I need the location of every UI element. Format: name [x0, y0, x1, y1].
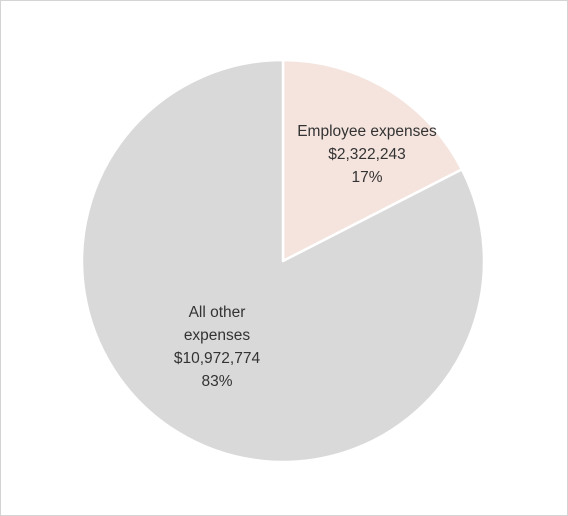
pie-slice-all-other-expenses: [80, 58, 486, 464]
pie-slice-employee-expenses: [281, 58, 464, 263]
pie-labels: Employee expenses $2,322,243 17% All other e…: [174, 123, 437, 390]
data-label-name-all-other-expenses: expenses: [184, 327, 251, 344]
data-label-name-employee-expenses: Employee expenses: [297, 123, 437, 140]
data-label-name-all-other-expenses: All other: [189, 304, 246, 321]
data-label-value-all-other-expenses: $10,972,774: [174, 350, 261, 367]
data-label-value-employee-expenses: $2,322,243: [328, 146, 406, 163]
data-label-percent-all-other-expenses: 83%: [201, 373, 232, 390]
pie-slices: [80, 58, 486, 464]
data-label-percent-employee-expenses: 17%: [351, 169, 382, 186]
